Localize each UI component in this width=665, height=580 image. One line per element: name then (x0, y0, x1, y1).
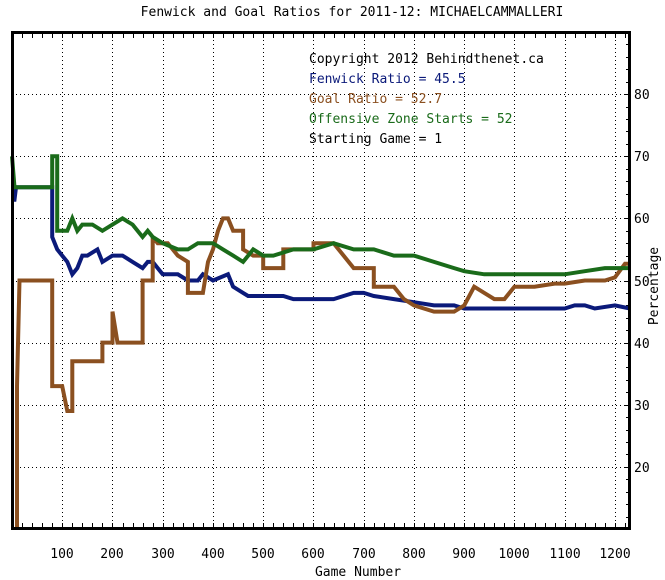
y-tick-label: 40 (634, 337, 650, 352)
x-tick-label: 1000 (498, 547, 529, 562)
ozone-legend: Offensive Zone Starts = 52 (309, 112, 513, 127)
x-tick-label: 800 (402, 547, 425, 562)
x-axis-label: Game Number (315, 565, 401, 580)
x-tick-label: 1200 (599, 547, 630, 562)
goal-ratio-line (15, 216, 630, 529)
x-tick-label: 400 (201, 547, 224, 562)
x-tick-label: 900 (452, 547, 475, 562)
x-tick-labels: 100 200 300 400 500 600 700 800 900 1000 1100 1200 (50, 547, 630, 562)
y-tick-label: 80 (634, 88, 650, 103)
y-tick-label: 70 (634, 150, 650, 165)
fenwick-legend: Fenwick Ratio = 45.5 (309, 72, 466, 87)
y-tick-labels: 20 30 40 50 60 70 80 (634, 88, 650, 476)
chart-title: Fenwick and Goal Ratios for 2011-12: MIC… (141, 5, 564, 20)
y-tick-label: 30 (634, 399, 650, 414)
y-axis-label: Percentage (647, 247, 662, 325)
x-tick-label: 1100 (549, 547, 580, 562)
x-tick-label: 700 (352, 547, 375, 562)
x-tick-label: 600 (301, 547, 324, 562)
starting-game-note: Starting Game = 1 (309, 132, 442, 147)
series-group (10, 154, 631, 529)
annotations: Copyright 2012 Behindthenet.ca Fenwick Ra… (309, 52, 544, 147)
x-tick-label: 200 (100, 547, 123, 562)
plot-frame (11, 31, 631, 530)
x-tick-label: 500 (251, 547, 274, 562)
ozone-ratio-line (10, 154, 630, 277)
y-tick-label: 20 (634, 461, 650, 476)
x-tick-label: 100 (50, 547, 73, 562)
fenwick-ratio-line (12, 185, 631, 311)
y-tick-label: 60 (634, 212, 650, 227)
goal-legend: Goal Ratio = 52.7 (309, 92, 442, 107)
copyright-note: Copyright 2012 Behindthenet.ca (309, 52, 544, 67)
x-tick-label: 300 (151, 547, 174, 562)
y-tick-label: 50 (634, 275, 650, 290)
